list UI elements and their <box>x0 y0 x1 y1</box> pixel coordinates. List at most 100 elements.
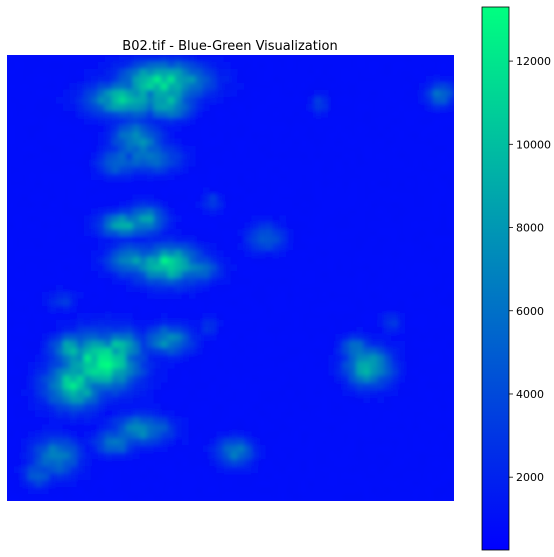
heatmap-cell <box>13 257 22 265</box>
heatmap-cell <box>174 250 183 258</box>
heatmap-cell <box>13 410 22 418</box>
heatmap-cell <box>384 271 392 279</box>
heatmap-cell <box>370 368 378 377</box>
heatmap-cell <box>195 389 204 398</box>
heatmap-cell <box>167 55 176 63</box>
heatmap-cell <box>41 291 50 300</box>
heatmap-cell <box>426 243 434 251</box>
heatmap-cell <box>202 445 211 453</box>
heatmap-cell <box>447 243 454 251</box>
heatmap-cell <box>132 305 141 314</box>
heatmap-cell <box>426 124 434 133</box>
heatmap-cell <box>76 459 85 467</box>
heatmap-cell <box>174 264 183 272</box>
heatmap-cell <box>377 257 385 265</box>
heatmap-cell <box>139 326 148 335</box>
heatmap-cell <box>153 396 162 405</box>
heatmap-cell <box>391 194 399 202</box>
heatmap-cell <box>174 424 183 432</box>
heatmap-cell <box>321 271 329 279</box>
heatmap-cell <box>279 445 287 453</box>
heatmap-cell <box>104 368 113 377</box>
heatmap-cell <box>237 89 246 98</box>
heatmap-cell <box>160 480 169 488</box>
heatmap-cell <box>97 410 106 418</box>
heatmap-cell <box>272 312 280 321</box>
heatmap-cell <box>146 89 155 98</box>
heatmap-cell <box>426 298 434 307</box>
heatmap-cell <box>174 305 183 314</box>
heatmap-cell <box>13 459 22 467</box>
heatmap-cell <box>398 382 406 391</box>
heatmap-cell <box>363 417 371 425</box>
heatmap-cell <box>293 110 301 119</box>
heatmap-cell <box>153 368 162 377</box>
heatmap-cell <box>195 152 204 161</box>
heatmap-cell <box>391 243 399 251</box>
heatmap-cell <box>195 110 204 119</box>
heatmap-cell <box>405 145 413 154</box>
heatmap-cell <box>433 201 441 209</box>
heatmap-cell <box>412 264 420 272</box>
heatmap-cell <box>433 284 441 293</box>
heatmap-cell <box>7 354 15 363</box>
heatmap-cell <box>20 152 29 161</box>
heatmap-cell <box>398 229 406 237</box>
heatmap-cell <box>391 138 399 147</box>
heatmap-cell <box>181 257 190 265</box>
heatmap-cell <box>20 159 29 168</box>
heatmap-cell <box>167 229 176 237</box>
heatmap-cell <box>7 291 15 300</box>
heatmap-cell <box>342 424 350 432</box>
heatmap-cell <box>55 124 64 133</box>
heatmap-cell <box>447 152 454 161</box>
heatmap-cell <box>440 445 448 453</box>
heatmap-cell <box>272 291 280 300</box>
heatmap-cell <box>118 194 127 202</box>
heatmap-cell <box>195 438 204 446</box>
heatmap-cell <box>153 340 162 349</box>
heatmap-cell <box>265 445 273 453</box>
heatmap-cell <box>384 375 392 384</box>
heatmap-cell <box>377 194 385 202</box>
heatmap-cell <box>314 117 322 126</box>
heatmap-cell <box>363 159 371 168</box>
heatmap-cell <box>104 222 113 230</box>
heatmap-cell <box>356 180 364 189</box>
heatmap-cell <box>307 82 315 91</box>
heatmap-cell <box>300 236 308 244</box>
heatmap-cell <box>405 75 413 84</box>
heatmap-cell <box>300 459 308 467</box>
heatmap-cell <box>412 187 420 195</box>
heatmap-cell <box>132 68 141 77</box>
heatmap-cell <box>41 319 50 328</box>
heatmap-cell <box>244 417 253 425</box>
heatmap-cell <box>139 257 148 265</box>
heatmap-cell <box>83 166 92 175</box>
heatmap-cell <box>104 396 113 405</box>
heatmap-cell <box>293 89 301 98</box>
heatmap-cell <box>20 250 29 258</box>
heatmap-cell <box>104 96 113 105</box>
heatmap-cell <box>97 124 106 133</box>
heatmap-cell <box>209 347 218 356</box>
heatmap-cell <box>55 243 64 251</box>
heatmap-cell <box>223 347 232 356</box>
heatmap-cell <box>251 61 260 70</box>
heatmap-cell <box>118 305 127 314</box>
heatmap-cell <box>349 68 357 77</box>
heatmap-cell <box>405 131 413 140</box>
heatmap-cell <box>125 138 134 147</box>
heatmap-cell <box>104 319 113 328</box>
heatmap-cell <box>230 410 239 418</box>
heatmap-cell <box>440 236 448 244</box>
heatmap-cell <box>90 55 99 63</box>
heatmap-cell <box>55 61 64 70</box>
heatmap-cell <box>237 229 246 237</box>
heatmap-cell <box>314 347 322 356</box>
heatmap-cell <box>83 361 92 370</box>
heatmap-cell <box>48 145 57 154</box>
heatmap-cell <box>426 487 434 495</box>
heatmap-cell <box>97 96 106 105</box>
heatmap-cell <box>146 243 155 251</box>
